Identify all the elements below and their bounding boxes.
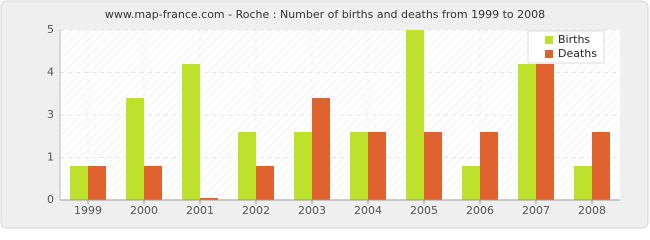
bar — [424, 132, 442, 200]
x-tick-label: 2008 — [578, 204, 606, 217]
x-tick-label: 2000 — [130, 204, 158, 217]
bar — [574, 166, 592, 200]
bar — [536, 64, 554, 200]
x-tick-label: 2003 — [298, 204, 326, 217]
chart-title: www.map-france.com - Roche : Number of b… — [105, 8, 545, 21]
bar — [518, 64, 536, 200]
bar — [200, 198, 218, 200]
y-tick-label: 4 — [47, 66, 54, 79]
bar — [144, 166, 162, 200]
bar — [256, 166, 274, 200]
legend-swatch — [545, 36, 553, 44]
x-tick-label: 2007 — [522, 204, 550, 217]
y-tick-label: 0 — [47, 193, 54, 206]
bar — [406, 30, 424, 200]
bar — [350, 132, 368, 200]
bar — [480, 132, 498, 200]
bar — [592, 132, 610, 200]
legend — [527, 30, 605, 64]
y-tick-label: 1 — [47, 151, 54, 164]
legend-swatch — [545, 50, 553, 58]
bar — [368, 132, 386, 200]
bar — [462, 166, 480, 200]
bar — [312, 98, 330, 200]
bar — [182, 64, 200, 200]
chart: www.map-france.com - Roche : Number of b… — [0, 0, 649, 229]
bar — [294, 132, 312, 200]
x-tick-label: 1999 — [74, 204, 102, 217]
y-tick-label: 5 — [47, 23, 54, 36]
bar — [238, 132, 256, 200]
y-tick-label: 3 — [47, 108, 54, 121]
bar — [126, 98, 144, 200]
x-tick-label: 2004 — [354, 204, 382, 217]
x-tick-label: 2002 — [242, 204, 270, 217]
bar — [70, 166, 88, 200]
legend-label: Births — [558, 33, 590, 46]
x-tick-label: 2001 — [186, 204, 214, 217]
x-tick-label: 2006 — [466, 204, 494, 217]
legend-label: Deaths — [558, 47, 597, 60]
bar — [88, 166, 106, 200]
x-tick-label: 2005 — [410, 204, 438, 217]
